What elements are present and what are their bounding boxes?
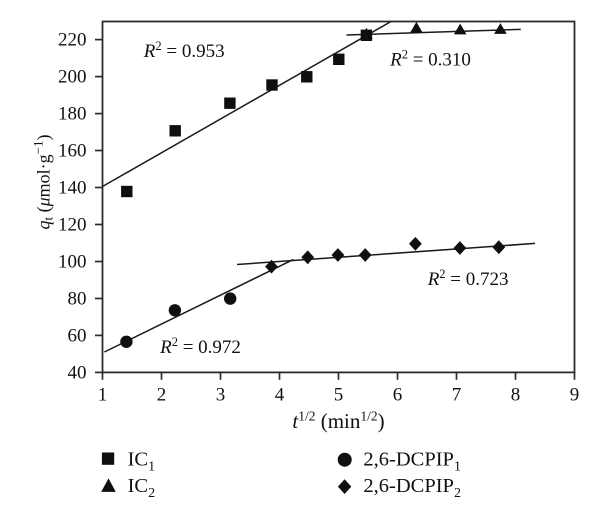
svg-text:R2 = 0.723: R2 = 0.723 <box>427 267 509 290</box>
svg-text:8: 8 <box>511 385 521 406</box>
svg-text:40: 40 <box>68 362 87 383</box>
svg-text:t1/2 (min1/2): t1/2 (min1/2) <box>292 409 384 434</box>
svg-text:140: 140 <box>58 178 87 199</box>
svg-text:3: 3 <box>216 385 226 406</box>
svg-text:9: 9 <box>570 385 580 406</box>
svg-text:100: 100 <box>58 252 87 273</box>
svg-text:220: 220 <box>58 30 87 51</box>
svg-text:4: 4 <box>275 385 285 406</box>
svg-text:200: 200 <box>58 67 87 88</box>
svg-text:2,6-DCPIP2: 2,6-DCPIP2 <box>363 475 461 501</box>
svg-text:6: 6 <box>393 385 403 406</box>
svg-text:R2 = 0.972: R2 = 0.972 <box>159 335 241 358</box>
svg-text:2: 2 <box>157 385 167 406</box>
svg-text:160: 160 <box>58 141 87 162</box>
svg-text:IC1: IC1 <box>128 449 156 475</box>
svg-text:5: 5 <box>334 385 344 406</box>
svg-text:qt (μmol·g−1): qt (μmol·g−1) <box>31 134 56 229</box>
svg-text:180: 180 <box>58 104 87 125</box>
svg-text:R2 = 0.953: R2 = 0.953 <box>143 39 225 62</box>
svg-text:120: 120 <box>58 215 87 236</box>
svg-text:60: 60 <box>68 325 87 346</box>
svg-text:80: 80 <box>68 289 87 310</box>
svg-text:2,6-DCPIP1: 2,6-DCPIP1 <box>363 449 461 475</box>
svg-text:R2 = 0.310: R2 = 0.310 <box>389 48 471 71</box>
svg-text:7: 7 <box>452 385 462 406</box>
svg-text:1: 1 <box>98 385 108 406</box>
